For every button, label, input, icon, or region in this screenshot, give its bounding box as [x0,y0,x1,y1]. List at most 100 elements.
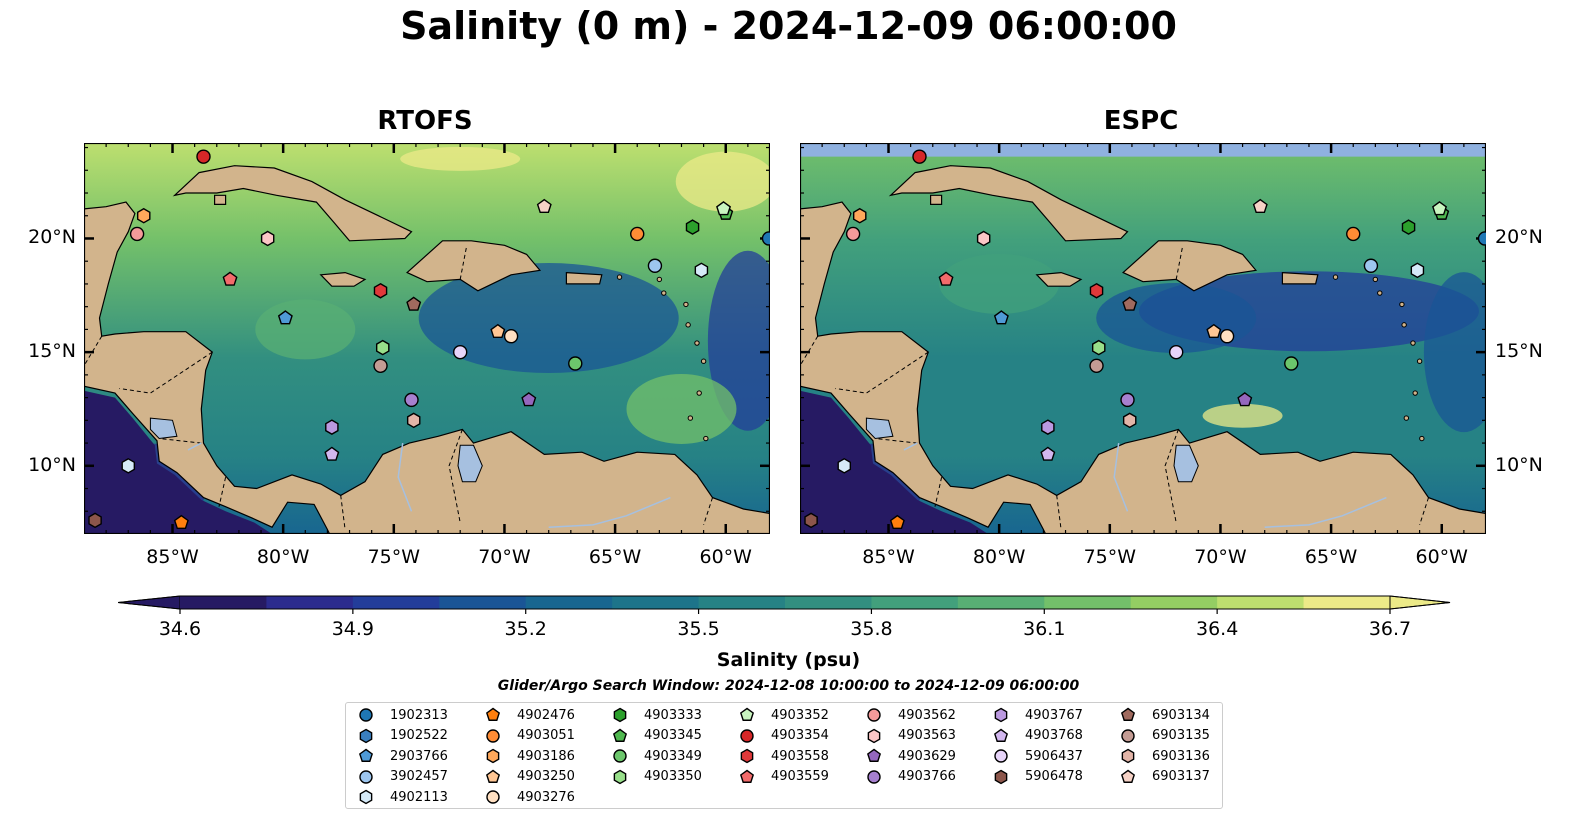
legend-marker-pentagon [612,728,628,742]
legend-symbol [613,749,627,763]
x-tick-label-left-panel: 60°W [699,546,752,568]
float-marker-4903559 [222,271,238,286]
legend-item: 4903768 [991,727,1083,745]
panel-title-rtofs: RTOFS [377,106,473,136]
salinity-contour [626,373,737,444]
legend-symbol [358,748,374,763]
legend-label: 4902476 [517,707,575,723]
land-cuba [172,165,413,242]
x-tick-label-right-panel: 80°W [972,546,1026,568]
colorbar-tick-label: 35.5 [677,618,719,640]
country-border [448,429,463,523]
island [685,322,691,328]
float-marker-6903136 [1122,412,1137,429]
legend-label: 3902457 [390,769,448,785]
x-tick-label-right-panel: 75°W [1083,546,1137,568]
legend-symbol [867,708,881,722]
salinity-contour [400,146,521,171]
float-marker-4903562 [845,226,861,242]
legend: 1902313 1902522 2903766 3902457 4902113 49024… [345,702,1223,809]
legend-item: 2903766 [356,747,448,765]
map-panel-espc [800,143,1486,534]
legend-symbol [994,769,1008,785]
legend-marker-hexagon [486,748,500,764]
y-tick-label-left: 10°N [28,453,76,476]
colorbar-tick-label: 36.4 [1196,618,1238,640]
island [1372,276,1379,283]
legend-label: 1902522 [390,728,448,744]
salinity-contour [1423,272,1486,433]
float-marker-4902113 [694,262,709,279]
y-tick-label-left: 15°N [28,340,76,363]
island [696,390,702,396]
legend-marker-hexagon [994,707,1008,723]
country-border [934,477,943,507]
legend-symbol [1120,707,1136,721]
island [694,340,700,346]
legend-marker-circle [486,728,500,743]
float-marker-4903051 [1346,226,1361,242]
country-border [1419,497,1429,526]
float-marker-4903350 [375,339,390,356]
country-border [1056,495,1062,530]
colorbar-tick-label: 35.2 [505,618,547,640]
float-marker-4903333 [685,219,700,235]
y-tick-label-right: 20°N [1495,226,1543,249]
x-tick-label-left-panel: 70°W [478,546,531,568]
river [903,442,918,451]
river [1264,496,1387,528]
colorbar-tick-label: 36.1 [1023,618,1065,640]
float-marker-4903350 [1091,339,1106,356]
colorbar-segment [871,596,959,609]
float-marker-4903354 [196,149,211,164]
legend-label: 4903186 [517,748,575,764]
island [661,290,667,296]
legend-symbol [1121,728,1135,743]
legend-item: 3902457 [356,768,448,786]
legend-marker-hexagon [613,707,627,723]
float-marker-4903562 [129,226,145,242]
float-marker-4902113 [1410,262,1425,279]
island [703,435,709,442]
country-border [459,245,468,280]
island [1399,301,1405,308]
land-jamaica [1035,271,1083,287]
colorbar-tick-label: 36.7 [1369,618,1411,640]
legend-symbol [485,707,501,721]
legend-symbol [486,748,500,764]
legend-marker-pentagon [739,707,755,721]
salinity-contour [707,250,770,431]
legend-symbol [359,770,373,784]
legend-symbol [486,790,500,805]
island [1332,274,1339,280]
legend-label: 2903766 [390,748,448,764]
legend-symbol [359,728,373,743]
country-border [703,497,713,526]
x-tick-label-right-panel: 65°W [1304,546,1358,568]
legend-label: 4903559 [771,769,829,785]
legend-symbol [994,707,1008,723]
country-border [1175,245,1184,280]
float-marker-4903767 [325,419,339,435]
legend-item: 4903250 [483,768,575,786]
float-marker-4903352 [1432,201,1448,216]
legend-label: 6903136 [1152,748,1210,764]
island [616,274,623,280]
float-marker-2903766 [277,310,293,325]
legend-item: 4903276 [483,788,575,806]
legend-marker-circle [867,770,881,784]
legend-marker-hexagon [1121,748,1135,764]
legend-item: 4903562 [864,706,956,724]
colorbar-segment [785,596,872,609]
legend-label: 4903768 [1025,728,1083,744]
land-cubaIsle [214,194,227,206]
legend-label: 4903562 [898,707,956,723]
lake-1 [865,417,894,440]
island [1412,390,1418,396]
float-marker-3902457 [1363,258,1379,273]
island [700,358,707,364]
island [683,301,689,308]
country-border [218,477,227,507]
colorbar-segment [1303,596,1391,609]
country-border [835,351,929,394]
